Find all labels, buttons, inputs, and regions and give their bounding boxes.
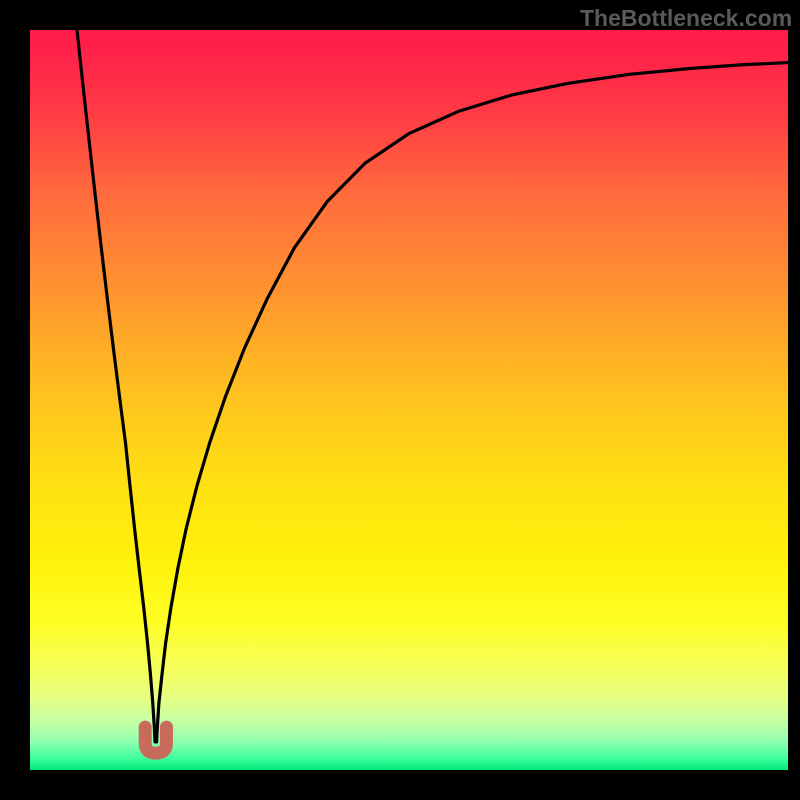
watermark: TheBottleneck.com — [580, 5, 792, 32]
plot-area — [30, 30, 788, 770]
chart-container: TheBottleneck.com — [0, 0, 800, 800]
gradient-background — [30, 30, 788, 770]
